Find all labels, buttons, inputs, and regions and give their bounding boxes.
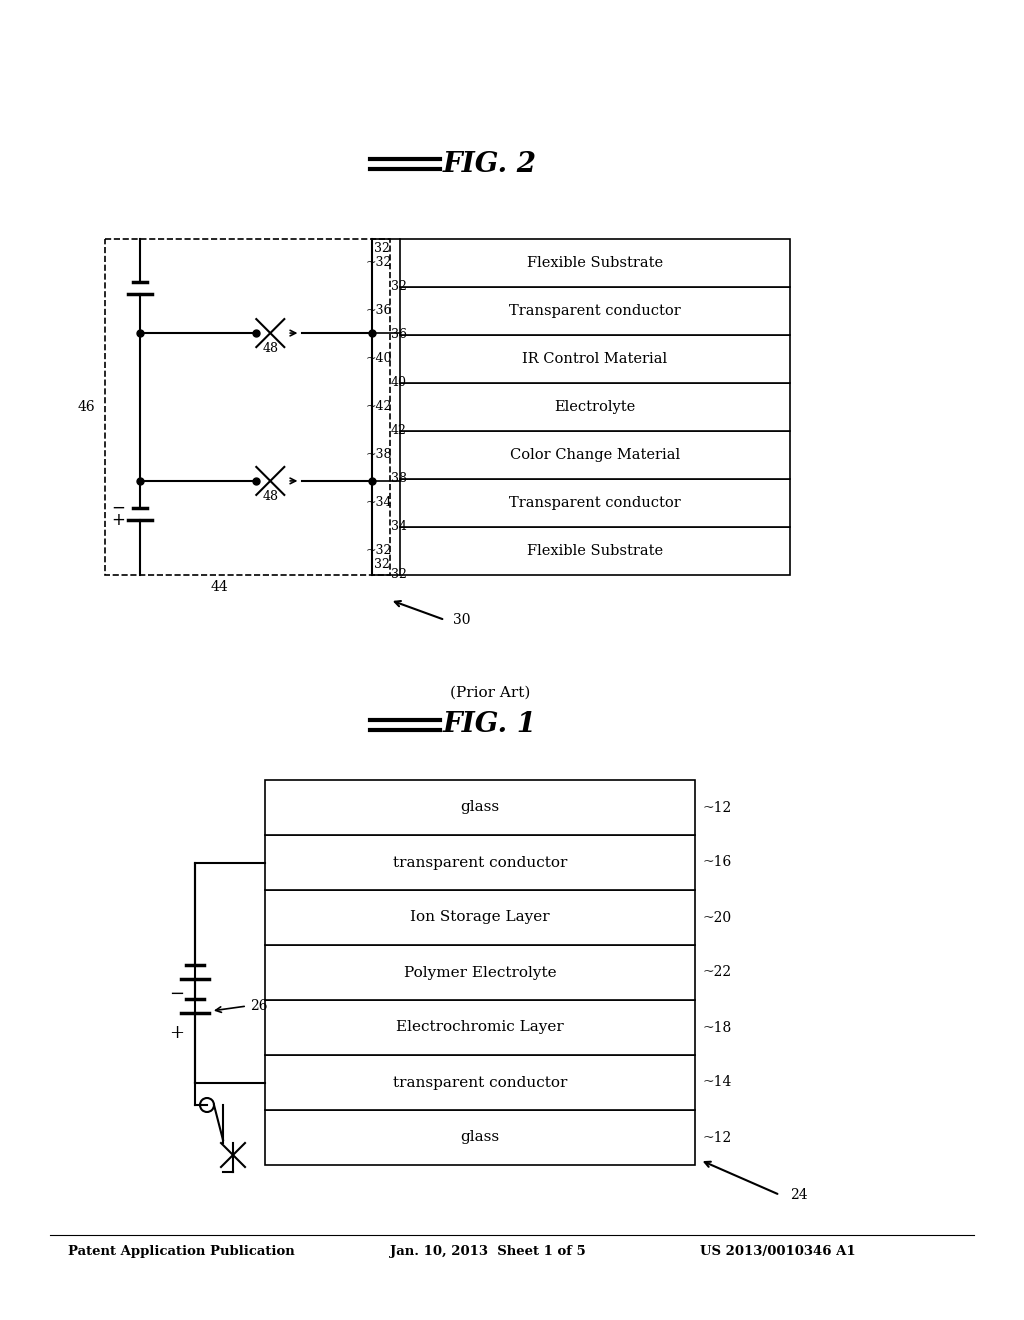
- Text: 40: 40: [391, 376, 407, 389]
- Bar: [400, 286, 790, 335]
- Text: IR Control Material: IR Control Material: [522, 352, 668, 366]
- Text: +: +: [170, 1024, 184, 1041]
- Text: ~32: ~32: [366, 256, 392, 269]
- Text: 24: 24: [790, 1188, 808, 1203]
- Bar: [265, 1110, 695, 1166]
- Text: Ion Storage Layer: Ion Storage Layer: [411, 911, 550, 924]
- Text: ~32: ~32: [366, 544, 392, 557]
- Bar: [105, 239, 390, 576]
- Text: Transparent conductor: Transparent conductor: [509, 304, 681, 318]
- Bar: [265, 1001, 695, 1055]
- Text: ~40: ~40: [366, 352, 392, 366]
- Text: ~12: ~12: [703, 800, 732, 814]
- Text: Electrochromic Layer: Electrochromic Layer: [396, 1020, 564, 1035]
- Text: 46: 46: [78, 400, 95, 414]
- Text: transparent conductor: transparent conductor: [393, 855, 567, 870]
- Text: ~36: ~36: [366, 305, 392, 318]
- Text: glass: glass: [461, 800, 500, 814]
- Text: ~42: ~42: [366, 400, 392, 413]
- Bar: [400, 383, 790, 432]
- Text: Transparent conductor: Transparent conductor: [509, 496, 681, 510]
- Bar: [265, 890, 695, 945]
- Bar: [265, 836, 695, 890]
- Text: 44: 44: [210, 579, 228, 594]
- Text: Color Change Material: Color Change Material: [510, 447, 680, 462]
- Text: 48: 48: [262, 490, 279, 503]
- Text: ~22: ~22: [703, 965, 732, 979]
- Text: ~18: ~18: [703, 1020, 732, 1035]
- Bar: [265, 945, 695, 1001]
- Bar: [400, 239, 790, 286]
- Text: Patent Application Publication: Patent Application Publication: [68, 1246, 295, 1258]
- Text: Electrolyte: Electrolyte: [554, 400, 636, 414]
- Text: 32: 32: [391, 281, 407, 293]
- Bar: [265, 780, 695, 836]
- Text: US 2013/0010346 A1: US 2013/0010346 A1: [700, 1246, 856, 1258]
- Text: glass: glass: [461, 1130, 500, 1144]
- Text: −: −: [111, 499, 125, 517]
- Text: Flexible Substrate: Flexible Substrate: [527, 256, 664, 271]
- Text: FIG. 2: FIG. 2: [443, 150, 537, 177]
- Text: 32: 32: [374, 243, 390, 256]
- Text: ~16: ~16: [703, 855, 732, 870]
- Text: FIG. 1: FIG. 1: [443, 711, 537, 738]
- Text: 30: 30: [453, 612, 470, 627]
- Text: Jan. 10, 2013  Sheet 1 of 5: Jan. 10, 2013 Sheet 1 of 5: [390, 1246, 586, 1258]
- Text: transparent conductor: transparent conductor: [393, 1076, 567, 1089]
- Text: Flexible Substrate: Flexible Substrate: [527, 544, 664, 558]
- Text: 38: 38: [391, 473, 407, 486]
- Text: 32: 32: [391, 569, 407, 582]
- Text: −: −: [169, 985, 184, 1003]
- Text: ~12: ~12: [703, 1130, 732, 1144]
- Text: 48: 48: [262, 342, 279, 355]
- Bar: [265, 1055, 695, 1110]
- Text: ~34: ~34: [366, 496, 392, 510]
- Bar: [400, 479, 790, 527]
- Text: 32: 32: [374, 558, 390, 572]
- Text: 34: 34: [391, 520, 407, 533]
- Text: ~20: ~20: [703, 911, 732, 924]
- Text: ~38: ~38: [366, 449, 392, 462]
- Bar: [400, 527, 790, 576]
- Text: 26: 26: [250, 999, 267, 1012]
- Text: ~14: ~14: [703, 1076, 732, 1089]
- Text: +: +: [111, 511, 125, 529]
- Text: 36: 36: [391, 329, 407, 342]
- Text: 42: 42: [391, 425, 407, 437]
- Text: (Prior Art): (Prior Art): [450, 686, 530, 700]
- Bar: [400, 335, 790, 383]
- Text: Polymer Electrolyte: Polymer Electrolyte: [403, 965, 556, 979]
- Bar: [400, 432, 790, 479]
